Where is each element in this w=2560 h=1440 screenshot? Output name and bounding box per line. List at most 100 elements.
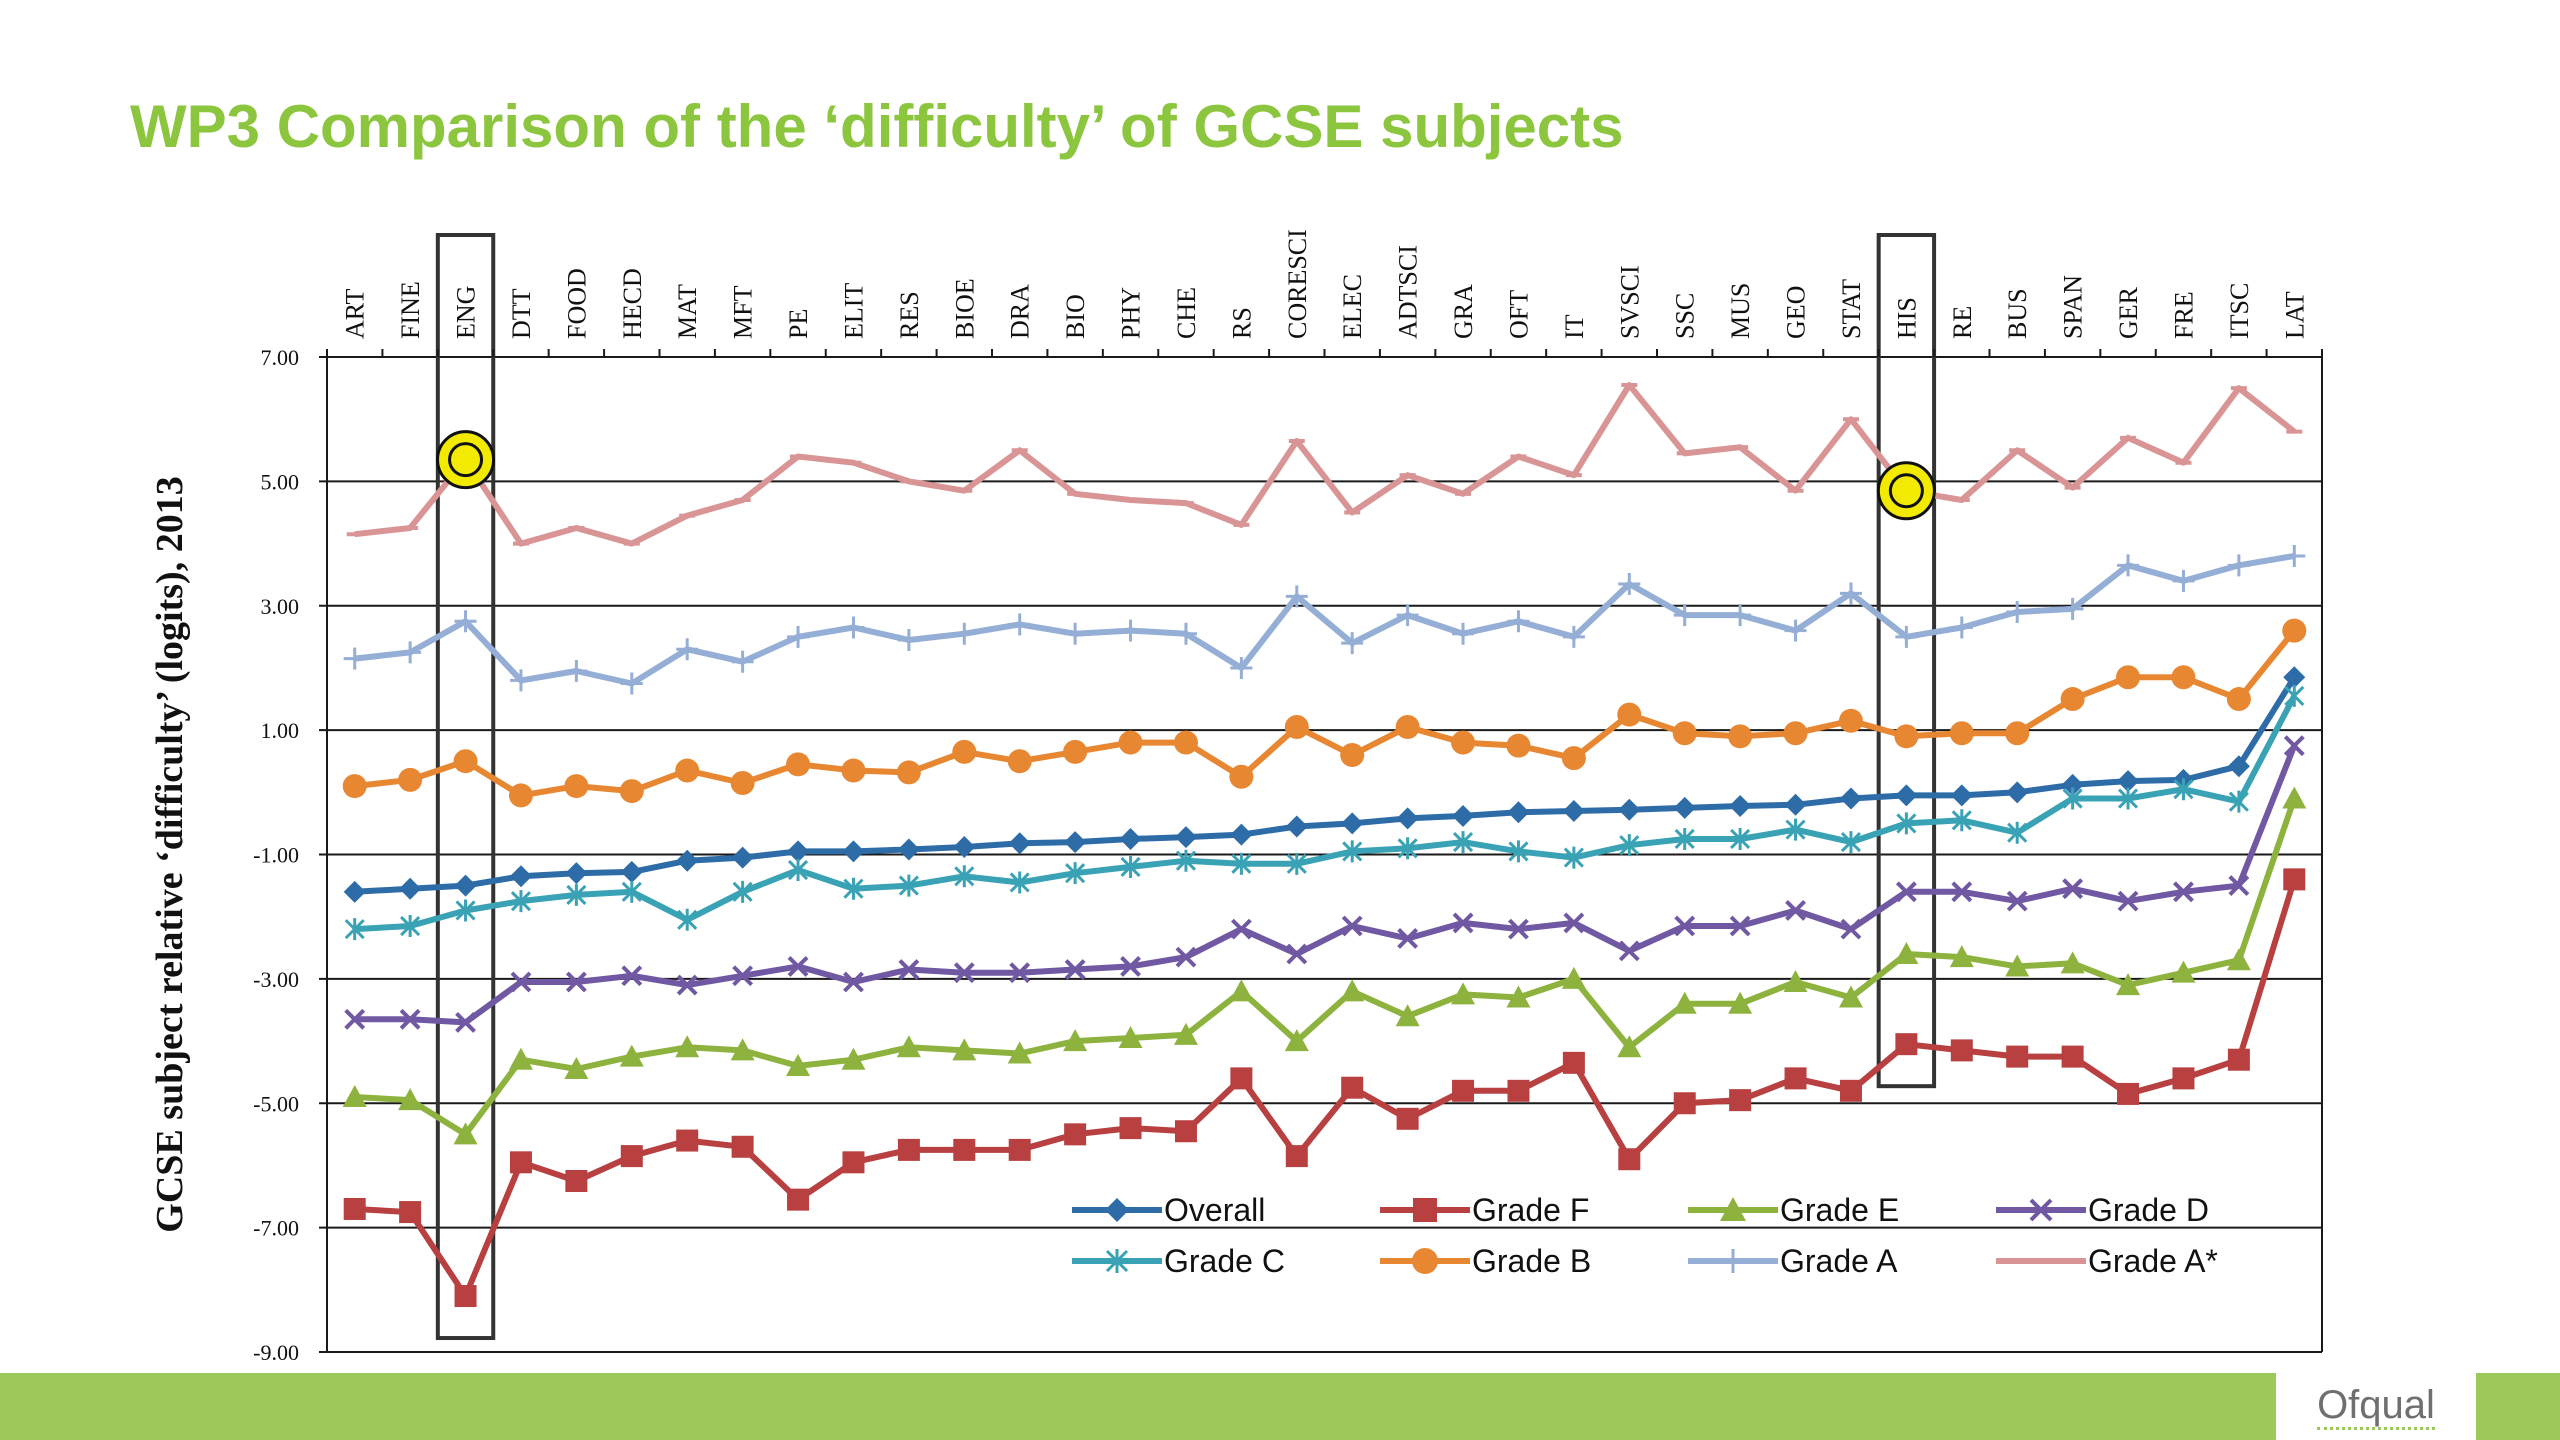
data-point bbox=[841, 758, 866, 783]
data-point bbox=[1452, 831, 1474, 854]
data-point bbox=[1562, 1051, 1585, 1074]
data-point bbox=[898, 959, 920, 980]
data-point bbox=[732, 880, 753, 903]
data-point bbox=[2173, 881, 2194, 903]
data-point bbox=[1395, 715, 1420, 740]
data-point bbox=[509, 1151, 532, 1174]
data-point bbox=[1783, 721, 1808, 746]
data-point bbox=[1950, 784, 1973, 807]
data-point bbox=[1452, 1079, 1475, 1102]
legend-item: Grade E bbox=[1688, 1192, 1899, 1228]
data-point bbox=[1895, 1033, 1918, 1056]
data-point bbox=[453, 1122, 478, 1145]
data-point bbox=[1507, 610, 1530, 633]
data-point bbox=[2117, 554, 2140, 577]
data-point bbox=[621, 965, 643, 987]
data-point bbox=[952, 1038, 977, 1061]
data-point bbox=[1340, 743, 1365, 767]
data-point bbox=[1285, 815, 1308, 838]
data-point bbox=[1617, 1035, 1642, 1058]
highlight-rings bbox=[436, 430, 1936, 521]
x-tick-label: STAT bbox=[1837, 279, 1866, 339]
data-point bbox=[1173, 1022, 1198, 1045]
data-point bbox=[565, 862, 588, 885]
data-point bbox=[399, 1008, 421, 1030]
x-tick-label: BUS bbox=[2003, 288, 2032, 339]
data-point bbox=[454, 610, 477, 633]
data-point bbox=[1507, 801, 1530, 824]
data-point bbox=[787, 1188, 810, 1211]
data-point bbox=[565, 660, 588, 683]
x-tick-label: ENG bbox=[452, 286, 481, 339]
data-point bbox=[1396, 604, 1419, 627]
data-point bbox=[1009, 962, 1031, 984]
data-point bbox=[732, 965, 754, 987]
x-tick-label: FINE bbox=[396, 281, 425, 339]
data-point bbox=[677, 908, 698, 931]
data-point bbox=[1730, 827, 1751, 850]
data-point bbox=[453, 749, 478, 774]
data-point bbox=[1230, 1067, 1253, 1090]
data-point bbox=[344, 1008, 366, 1030]
data-point bbox=[342, 774, 367, 799]
x-tick-label: GEO bbox=[1782, 286, 1811, 339]
data-point bbox=[2062, 787, 2083, 810]
legend-label: Grade A* bbox=[2088, 1243, 2218, 1279]
data-point bbox=[565, 971, 587, 993]
data-point bbox=[675, 758, 700, 783]
data-point bbox=[1230, 656, 1253, 679]
data-point bbox=[1720, 1197, 1746, 1221]
data-point bbox=[2006, 890, 2028, 912]
data-point bbox=[510, 890, 532, 913]
data-point bbox=[2117, 787, 2139, 810]
x-tick-label: RES bbox=[895, 291, 924, 339]
data-point bbox=[2226, 948, 2251, 971]
data-point bbox=[1673, 604, 1696, 627]
data-point bbox=[1673, 796, 1696, 819]
data-point bbox=[1341, 632, 1364, 655]
legend-item: Grade A* bbox=[1996, 1243, 2218, 1279]
data-point bbox=[841, 1047, 866, 1070]
data-point bbox=[1396, 807, 1419, 830]
legend-item: Grade F bbox=[1380, 1192, 1589, 1228]
data-point bbox=[2029, 1198, 2053, 1222]
legend-item: Grade B bbox=[1380, 1243, 1591, 1279]
data-point bbox=[731, 846, 754, 869]
data-point bbox=[842, 840, 865, 863]
data-point bbox=[787, 859, 809, 882]
footer-bar bbox=[0, 1373, 2560, 1440]
data-point bbox=[1721, 1249, 1745, 1273]
x-tick-label: ADTSCI bbox=[1394, 245, 1423, 339]
highlight-box bbox=[1876, 233, 1937, 1089]
data-point bbox=[2006, 600, 2029, 623]
data-point bbox=[953, 962, 975, 984]
data-point bbox=[1617, 702, 1642, 727]
data-point bbox=[2228, 790, 2249, 813]
data-point bbox=[1840, 831, 1862, 854]
data-point bbox=[1341, 812, 1364, 835]
data-point bbox=[2172, 569, 2195, 592]
series-grade-a- bbox=[346, 382, 2303, 547]
data-point bbox=[1342, 840, 1363, 863]
x-tick-label: RE bbox=[1948, 306, 1977, 339]
data-point bbox=[2060, 951, 2085, 974]
data-point bbox=[1064, 622, 1087, 645]
data-point bbox=[620, 860, 643, 883]
data-point bbox=[1118, 730, 1143, 755]
gridlines bbox=[327, 356, 2322, 1353]
data-point bbox=[1729, 604, 1752, 627]
legend-item: Overall bbox=[1072, 1192, 1265, 1228]
data-point bbox=[1894, 942, 1919, 964]
data-point bbox=[1118, 1025, 1143, 1048]
data-point bbox=[2283, 545, 2306, 567]
x-tick-label: ART bbox=[341, 288, 370, 339]
data-point bbox=[2284, 684, 2305, 707]
data-point bbox=[1173, 730, 1198, 755]
series-line bbox=[354, 694, 2297, 933]
series-grade-f bbox=[343, 868, 2306, 1308]
data-point bbox=[621, 880, 642, 903]
highlight-box bbox=[435, 233, 496, 1341]
data-point bbox=[1229, 979, 1254, 1002]
data-point bbox=[2006, 1045, 2029, 1068]
data-point bbox=[1894, 724, 1919, 749]
